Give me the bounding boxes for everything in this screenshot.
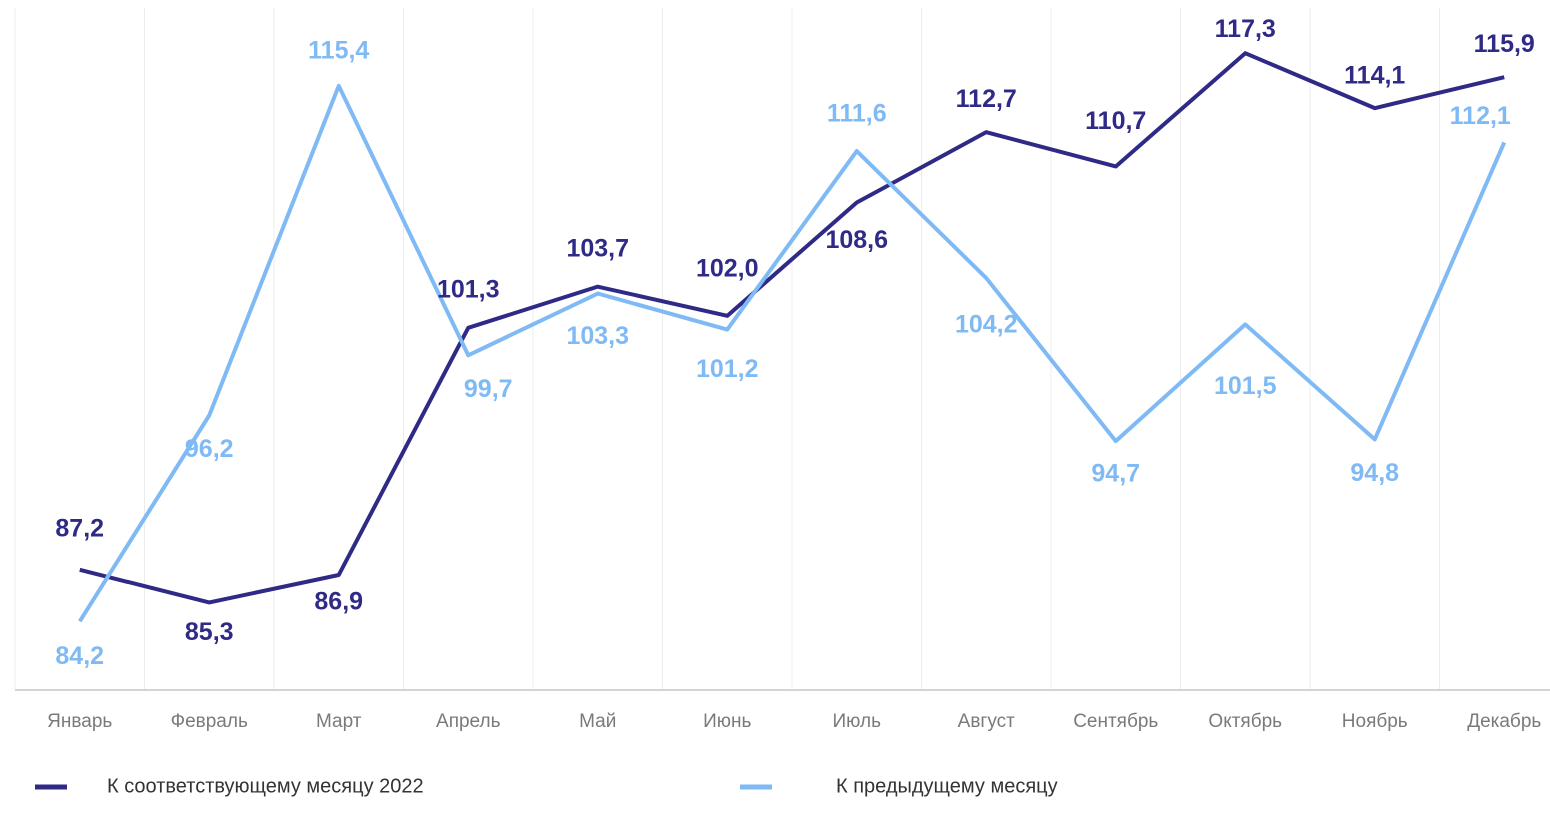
x-tick-label: Январь <box>47 711 112 732</box>
x-tick-label: Март <box>316 711 362 732</box>
data-label: 112,1 <box>1450 102 1511 130</box>
data-label: 115,9 <box>1474 30 1535 58</box>
legend-label: К соответствующему месяцу 2022 <box>107 775 424 797</box>
x-tick-label: Август <box>958 711 1015 732</box>
series-line <box>79 51 1505 605</box>
x-tick-label: Июль <box>833 711 882 732</box>
data-label: 104,2 <box>955 311 1018 339</box>
data-label: 94,7 <box>1091 460 1140 488</box>
data-label: 101,2 <box>696 355 759 383</box>
x-tick-label: Ноябрь <box>1342 711 1408 732</box>
data-label: 84,2 <box>55 642 104 670</box>
data-label: 86,9 <box>314 588 363 616</box>
data-label: 111,6 <box>827 100 887 128</box>
series-line <box>78 83 1507 623</box>
data-label: 108,6 <box>825 226 888 254</box>
x-tick-label: Декабрь <box>1467 711 1541 732</box>
data-label: 114,1 <box>1344 62 1405 90</box>
data-label: 115,4 <box>308 36 369 64</box>
data-label: 112,7 <box>956 85 1017 113</box>
data-label: 96,2 <box>185 435 234 463</box>
data-label: 101,5 <box>1214 372 1277 400</box>
x-tick-label: Июнь <box>703 711 751 732</box>
data-label: 110,7 <box>1085 107 1146 135</box>
data-label: 87,2 <box>55 514 104 542</box>
data-label: 101,3 <box>437 275 500 303</box>
data-label: 85,3 <box>185 618 234 646</box>
data-label: 117,3 <box>1215 15 1276 43</box>
x-tick-label: Октябрь <box>1208 711 1282 732</box>
x-tick-label: Сентябрь <box>1073 711 1158 732</box>
legend-label: К предыдущему месяцу <box>836 775 1058 797</box>
x-tick-label: Май <box>579 711 616 732</box>
x-tick-label: Февраль <box>171 711 248 732</box>
data-label: 103,7 <box>566 234 629 262</box>
data-label: 103,3 <box>566 322 629 350</box>
x-tick-label: Апрель <box>436 711 501 732</box>
data-label: 99,7 <box>464 375 513 403</box>
data-label: 102,0 <box>696 254 759 282</box>
data-label: 94,8 <box>1350 459 1399 487</box>
